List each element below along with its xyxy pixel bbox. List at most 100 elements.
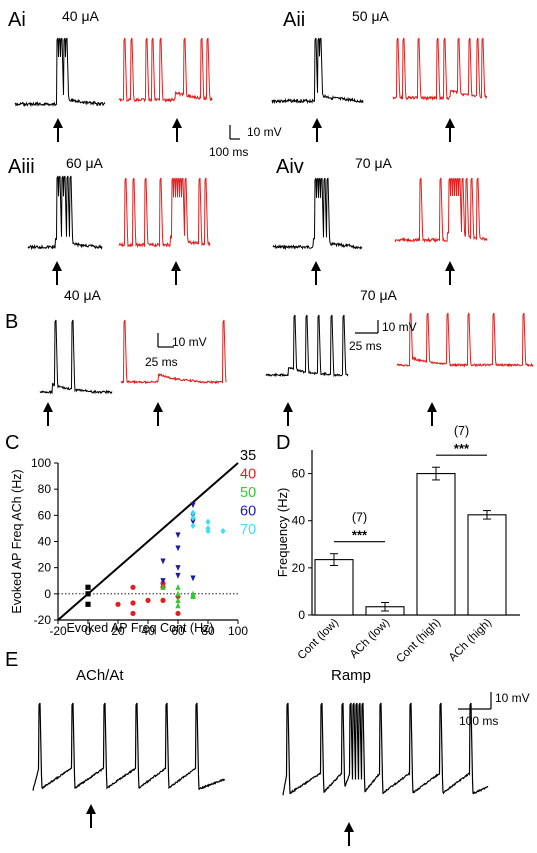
trace-aiii-control	[27, 175, 103, 251]
stim-arrow	[43, 402, 53, 426]
x-tick-label: Cont (high)	[394, 617, 443, 666]
panel-label: D	[276, 432, 290, 454]
y-axis-label: Frequency (Hz)	[275, 488, 290, 578]
data-point-60	[175, 572, 181, 579]
x-tick-label: 20	[111, 624, 125, 638]
y-axis-label: Evoked AP Freq ACh (Hz)	[10, 469, 24, 613]
legend-entry: 40	[240, 467, 256, 483]
data-point-50	[175, 590, 181, 597]
panel-label: Aiv	[276, 156, 304, 178]
trace-b40-ach	[120, 319, 227, 385]
stim-current: 50 μA	[352, 8, 390, 24]
trace-ai-ach	[118, 37, 213, 103]
stim-arrow	[172, 118, 182, 142]
data-point-60	[190, 502, 196, 509]
trace-aii-ach	[392, 37, 488, 101]
stim-current: 70 μA	[360, 287, 398, 303]
data-point-40	[160, 597, 166, 603]
stim-arrow	[311, 261, 321, 285]
x-tick-label: -20	[49, 624, 67, 638]
bar	[314, 559, 354, 616]
data-point-50	[175, 584, 181, 590]
data-point-70	[190, 522, 196, 529]
scalebar-b-left: 10 mV 25 ms	[145, 333, 207, 369]
trace-title: ACh/At	[76, 667, 124, 684]
x-tick-label: ACh (low)	[348, 617, 392, 661]
legend-entry: 70	[240, 522, 256, 538]
trace-b70-control	[265, 314, 349, 378]
y-tick-label: -20	[34, 613, 52, 627]
trace-aiv-ach	[394, 177, 488, 243]
data-point-50	[160, 584, 166, 590]
data-point-40	[130, 610, 136, 617]
stim-arrow	[344, 822, 354, 846]
trace-aiii-ach	[118, 177, 211, 248]
stim-arrow	[171, 261, 181, 285]
trace-b70-ach	[396, 312, 534, 368]
stim-arrow	[153, 402, 163, 426]
panel-aiii: Aiii 60 μA	[8, 155, 211, 285]
trace-aiv-control	[272, 177, 363, 251]
y-tick-label: 40	[292, 514, 306, 528]
bar	[416, 473, 456, 616]
sample-size: (7)	[454, 424, 469, 438]
trace-e-ramp	[282, 702, 489, 796]
stim-current: 40 μA	[64, 287, 102, 303]
data-point-40	[130, 600, 136, 606]
panel-label: Aiii	[8, 156, 35, 178]
data-point-70	[220, 527, 226, 535]
data-point-60	[190, 575, 196, 582]
data-point-35	[85, 591, 91, 597]
panel-label: E	[5, 649, 18, 671]
panel-c: C -20 0 20 40 60 80 100 -20 0 20 40 60 80 100 Evoked A…	[5, 432, 256, 638]
scalebar-a: 10 mV 100 ms	[209, 125, 282, 159]
y-tick-label: 0	[298, 608, 305, 622]
scalebar-voltage: 10 mV	[495, 691, 530, 705]
scalebar-voltage: 10 mV	[172, 335, 207, 349]
data-point-60	[190, 519, 196, 526]
y-tick-label: 60	[38, 508, 52, 522]
stim-arrow	[427, 402, 437, 426]
panel-label: C	[5, 432, 19, 454]
scalebar-voltage: 10 mV	[247, 125, 282, 139]
stim-arrow	[312, 118, 322, 142]
data-point-60	[160, 558, 166, 565]
scatter-plot: -20 0 20 40 60 80 100 -20 0 20 40 60 80 100 Evoked AP …	[10, 456, 248, 638]
y-tick-label: 100	[31, 456, 51, 470]
data-point-40	[130, 584, 136, 590]
y-tick-label: 60	[292, 467, 306, 481]
scalebar-voltage: 10 mV	[382, 320, 417, 334]
data-point-50	[175, 597, 181, 603]
x-axis-label: Evoked AP Freq Cont (Hz)	[66, 621, 213, 635]
data-point-70	[190, 514, 196, 522]
stim-current: 60 μA	[66, 155, 104, 171]
data-point-60	[175, 545, 181, 552]
scalebar-b-right: 10 mV 25 ms	[349, 320, 417, 353]
panel-aii: Aii 50 μA	[271, 8, 488, 142]
stim-arrow	[445, 261, 455, 285]
stim-current: 40 μA	[62, 8, 100, 24]
data-point-40	[145, 597, 151, 603]
data-point-35	[85, 584, 91, 590]
data-point-50	[190, 593, 196, 600]
x-tick-label: 0	[85, 624, 92, 638]
panel-label: B	[5, 311, 18, 333]
x-tick-label: 40	[141, 624, 155, 638]
panel-e: E ACh/At Ramp 10 mV 100 ms	[5, 649, 530, 846]
trace-b40-control	[39, 319, 113, 395]
panel-aiv: Aiv 70 μA	[272, 155, 488, 285]
data-point-60	[175, 532, 181, 539]
stim-arrow	[86, 804, 96, 828]
legend-entry: 35	[240, 448, 256, 464]
y-tick-label: 40	[38, 535, 52, 549]
y-tick-label: 20	[38, 561, 52, 575]
data-point-70	[205, 518, 211, 526]
y-tick-label: 80	[38, 482, 52, 496]
bar	[467, 514, 507, 616]
y-tick-label: 0	[44, 587, 51, 601]
scalebar-time: 100 ms	[459, 714, 498, 728]
scalebar-e: 10 mV 100 ms	[458, 691, 530, 728]
data-point-60	[175, 565, 181, 571]
